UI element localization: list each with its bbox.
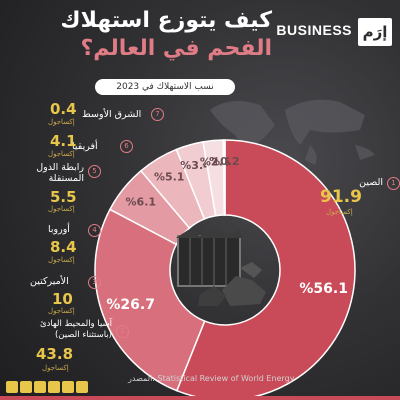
footer-bar	[0, 396, 400, 400]
title-line-1: كيف يتوزع استهلاك	[60, 8, 272, 33]
label-value-europe: 8.4	[50, 238, 77, 256]
label-name-middle-east: الشرق الأوسط	[82, 109, 142, 120]
label-value-asia-pacific: 43.8	[36, 345, 74, 363]
label-name-europe: أوروبا	[48, 224, 70, 235]
label-name-china: الصين	[359, 177, 383, 188]
pie-label-americas: %6.1	[126, 195, 157, 208]
label-unit-asia-pacific: إكساجول	[42, 364, 69, 372]
label-value-middle-east: 0.4	[50, 100, 77, 118]
label-value-cis: 5.5	[50, 188, 77, 206]
label-unit-africa: إكساجول	[48, 150, 75, 158]
label-unit-cis: إكساجول	[48, 205, 75, 213]
chart-subtitle: نسب الاستهلاك في 2023	[95, 79, 235, 95]
label-unit-middle-east: إكساجول	[48, 118, 75, 126]
label-name-asia-pacific: آسيا والمحيط الهادئ (باستثناء الصين)	[39, 319, 112, 340]
label-name-africa: أفريقيا	[72, 141, 98, 152]
pie-label-europe: %5.1	[154, 171, 185, 184]
label-unit-china: إكساجول	[326, 208, 353, 216]
label-unit-americas: إكساجول	[48, 307, 75, 315]
pie-label-china: %56.1	[299, 281, 348, 297]
facebook-icon[interactable]	[6, 381, 18, 393]
label-value-africa: 4.1	[50, 132, 77, 150]
brand-logo: إرَم	[358, 18, 392, 46]
social-icons	[6, 381, 92, 393]
label-unit-europe: إكساجول	[48, 256, 75, 264]
source-note: المصدر: Statistical Review of World Ener…	[128, 374, 295, 383]
coal-cart-image	[170, 228, 270, 308]
label-number-7: 7	[151, 108, 164, 121]
x-icon[interactable]	[20, 381, 32, 393]
label-number-4: 4	[88, 224, 101, 237]
label-name-cis: رابطة الدول المستقلة	[36, 162, 84, 184]
label-number-3: 3	[88, 276, 101, 289]
pie-slice-asia-pacific	[94, 208, 206, 392]
linkedin-icon[interactable]	[48, 381, 60, 393]
pie-label-africa: %2.5	[200, 155, 231, 168]
pie-slice-middle-east	[222, 139, 226, 216]
label-name-americas: الأميركتين	[30, 276, 69, 287]
world-map-icon	[210, 99, 375, 165]
label-value-china: 91.9	[320, 187, 362, 207]
label-number-1: 1	[387, 177, 400, 190]
title-line-2: الفحم في العالم؟	[80, 36, 272, 61]
label-number-6: 6	[120, 140, 133, 153]
instagram-icon[interactable]	[34, 381, 46, 393]
tiktok-icon[interactable]	[76, 381, 88, 393]
pie-label-middle-east: %0.2	[209, 155, 240, 168]
label-number-5: 5	[88, 165, 101, 178]
brand-name: BUSINESS	[276, 22, 352, 38]
label-value-americas: 10	[52, 290, 73, 308]
pie-label-cis: %3.4	[180, 159, 211, 172]
youtube-icon[interactable]	[62, 381, 74, 393]
label-number-2: 2	[116, 325, 129, 338]
pie-label-asia-pacific: %26.7	[106, 297, 155, 313]
